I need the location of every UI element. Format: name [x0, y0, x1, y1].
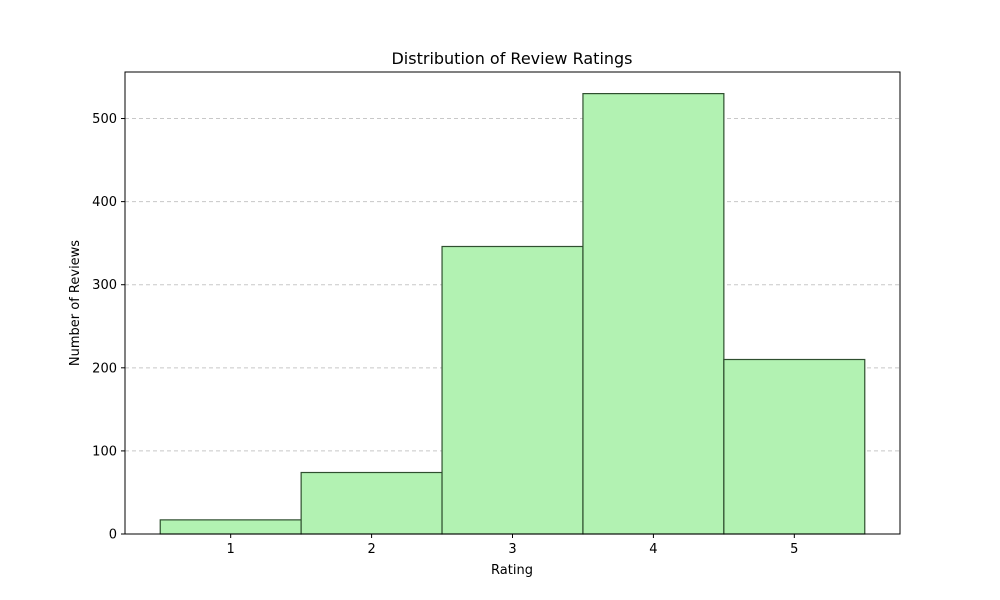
y-tick-label: 0	[109, 528, 117, 543]
x-axis-ticks: 1 2 3 4 5	[227, 534, 798, 557]
y-axis-ticks: 0 100 200 300 400 500	[92, 112, 125, 543]
bar-rating-3	[441, 245, 584, 535]
x-tick-label: 2	[367, 542, 375, 557]
y-tick-label: 100	[92, 444, 117, 459]
y-tick-label: 500	[92, 112, 117, 127]
x-tick-label: 3	[508, 542, 516, 557]
bar-rating-5	[723, 358, 866, 535]
bars	[159, 93, 866, 535]
chart-title: Distribution of Review Ratings	[391, 49, 632, 68]
x-tick-label: 4	[649, 542, 657, 557]
x-tick-label: 5	[790, 542, 798, 557]
x-tick-label: 1	[227, 542, 235, 557]
bar-rating-4	[582, 93, 725, 535]
y-tick-label: 400	[92, 195, 117, 210]
y-tick-label: 200	[92, 361, 117, 376]
x-axis-label: Rating	[491, 563, 533, 578]
bar-rating-1	[159, 519, 302, 535]
y-tick-label: 300	[92, 278, 117, 293]
bar-rating-2	[300, 471, 443, 535]
y-axis-label: Number of Reviews	[68, 240, 83, 366]
